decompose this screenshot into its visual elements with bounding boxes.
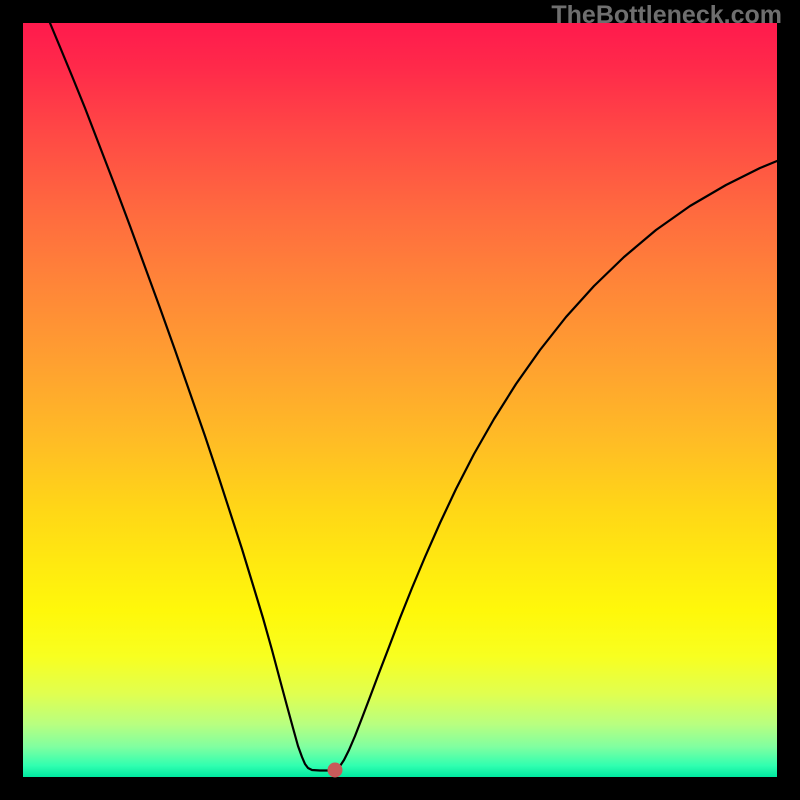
watermark-text: TheBottleneck.com xyxy=(551,1,782,30)
plot-area xyxy=(23,23,777,777)
bottleneck-chart xyxy=(0,0,800,800)
optimum-marker xyxy=(328,763,343,778)
